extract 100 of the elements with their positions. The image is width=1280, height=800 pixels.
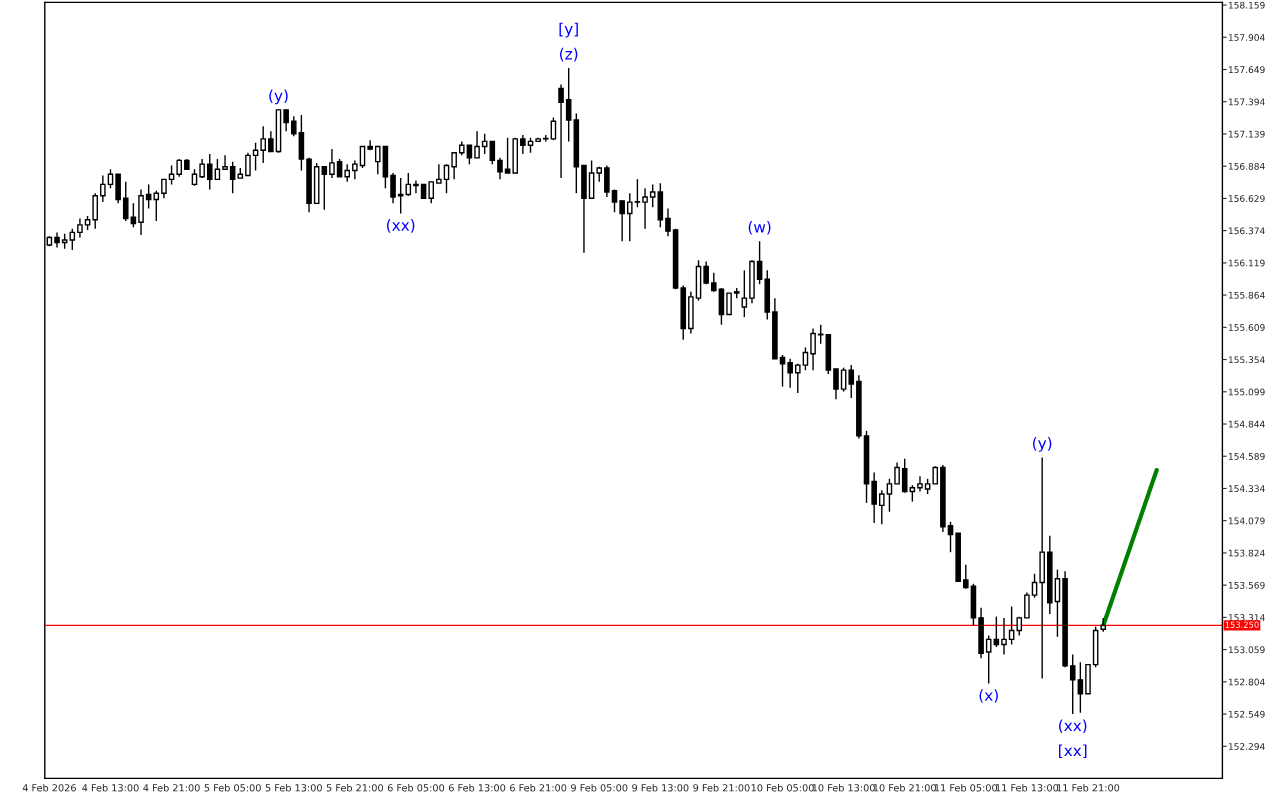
candlestick [229,160,236,194]
y-tick-label: 154.844 [1228,420,1265,428]
y-tick-label: 156.374 [1228,227,1265,235]
candlestick [390,172,396,205]
candlestick [54,231,60,249]
candlestick [497,157,503,181]
candlestick [665,207,671,237]
y-tick-label: 155.864 [1228,291,1265,299]
candlestick [1031,572,1038,599]
candlestick [1024,591,1030,619]
y-tick-label: 153.569 [1228,581,1265,589]
candlestick [634,178,641,208]
y-tick-label: 152.294 [1228,743,1265,750]
y-tick-label: 153.059 [1228,646,1265,654]
y-tick-label: 154.334 [1228,485,1265,493]
y-tick-label: 158.159 [1228,1,1265,9]
x-tick-label: 4 Feb 21:00 [143,783,200,792]
ref-line-label: 153.250 [1225,621,1259,628]
y-tick-label: 153.824 [1228,549,1265,557]
candlestick [886,478,893,513]
candlestick [260,125,267,164]
candlestick [413,179,419,194]
candlestick [787,358,793,389]
candlestick [619,200,625,242]
x-tick-label: 10 Feb 13:00 [812,783,875,792]
x-tick-label: 10 Feb 05:00 [751,783,814,792]
x-tick-label: 5 Feb 05:00 [204,783,261,792]
candlestick [726,292,732,316]
x-tick-label: 6 Feb 13:00 [448,783,506,792]
candlestick [848,364,855,399]
x-tick-label: 11 Feb 21:00 [1057,783,1120,792]
x-tick-label: 9 Feb 21:00 [693,783,750,792]
candlestick [917,475,923,493]
candlestick [268,130,274,153]
candlestick [741,269,748,318]
candlestick [245,152,251,177]
candlestick [206,153,213,191]
y-tick-label: 157.649 [1228,66,1265,74]
x-tick-label: 11 Feb 13:00 [996,783,1059,792]
candlestick [374,145,381,175]
candlestick [558,83,564,179]
candlestick [161,178,167,199]
y-tick-label: 156.119 [1228,259,1265,267]
candlestick [466,144,473,165]
y-tick-label: 154.079 [1228,517,1265,525]
y-tick-label: 152.549 [1228,710,1265,718]
annotation: (y) [1033,437,1052,452]
y-tick-label: 157.904 [1228,34,1265,41]
y-tick-label: 156.629 [1228,195,1265,202]
x-tick-label: 10 Feb 21:00 [873,783,936,792]
candlestick [100,174,106,203]
x-tick-label: 5 Feb 13:00 [265,783,322,792]
candlestick [779,354,786,388]
candlestick [1069,653,1076,715]
candlestick [290,115,297,138]
candlestick [321,166,328,211]
candlestick [642,187,648,230]
y-tick-label: 155.099 [1228,388,1265,396]
candlestick [565,67,572,143]
candlestick [1008,605,1015,646]
candlestick [947,521,954,553]
y-tick-label: 155.609 [1228,324,1265,331]
candlestick [352,159,358,181]
candlestick [520,134,526,155]
candlestick [985,634,992,685]
candlestick [504,136,511,174]
x-tick-label: 9 Feb 05:00 [571,783,628,792]
annotation: [y] [559,22,578,38]
candlestick [626,192,633,242]
y-tick-label: 155.354 [1228,356,1265,364]
candlestick [710,272,717,293]
candlestick [122,181,129,222]
y-tick-label: 156.884 [1228,162,1265,170]
candlestick [1054,569,1061,638]
candlestick [222,154,228,170]
x-tick-label: 9 Feb 13:00 [632,783,689,792]
candlestick [833,368,839,400]
annotation: (xx) [386,219,415,233]
annotation: [xx] [1059,744,1087,759]
x-tick-label: 6 Feb 05:00 [387,783,445,792]
candlestick [802,346,809,371]
candlestick [794,363,801,394]
x-tick-label: 4 Feb 2026 [22,783,76,792]
candlestick [436,163,442,184]
candlestick [840,366,847,393]
candlestick [963,564,969,590]
candlestick [1001,617,1007,656]
y-tick-label: 157.394 [1228,98,1265,106]
x-tick-label: 11 Feb 05:00 [934,783,998,792]
candlestick [879,489,885,526]
y-tick-label: 157.139 [1228,130,1265,138]
x-tick-label: 5 Feb 21:00 [326,783,384,792]
candlestick [901,457,908,494]
annotation: (w) [748,220,771,235]
candlestick [871,471,877,524]
candlestick [894,461,900,485]
candlestick [77,217,83,239]
candlestick [649,183,656,208]
candlestick [69,227,76,251]
annotation: (x) [979,689,998,703]
